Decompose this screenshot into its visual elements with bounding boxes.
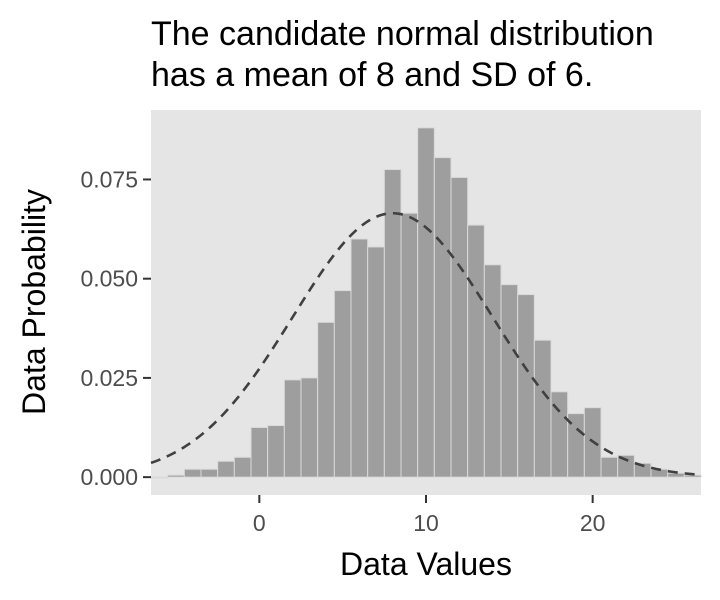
normal-density-curve <box>150 211 702 477</box>
histogram-bar <box>200 468 219 478</box>
histogram-bar <box>533 339 552 478</box>
chart-title-line-2: has a mean of 8 and SD of 6. <box>151 56 593 94</box>
histogram-bar <box>150 476 169 479</box>
y-axis: 0.000 0.025 0.050 0.075 <box>80 166 151 490</box>
histogram-bar <box>383 169 402 478</box>
histogram-bar <box>417 127 435 478</box>
y-tick-label: 0.025 <box>80 365 138 391</box>
x-tick-label: 10 <box>413 510 439 536</box>
histogram-bar <box>317 321 335 478</box>
y-tick-label: 0.000 <box>80 464 138 490</box>
histogram-bar <box>467 224 485 478</box>
histogram-bars <box>150 127 702 479</box>
histogram-bar <box>433 157 452 478</box>
histogram-bar <box>267 425 285 478</box>
y-tick-label: 0.075 <box>80 166 138 192</box>
histogram-bar <box>250 427 269 478</box>
x-axis-title: Data Values <box>340 546 512 582</box>
chart-title: The candidate normal distribution has a … <box>151 15 654 94</box>
x-tick-label: 20 <box>580 510 606 536</box>
histogram-bar <box>233 456 252 478</box>
histogram-bar <box>400 212 419 478</box>
histogram-bar <box>217 460 235 478</box>
histogram-bar <box>333 290 352 478</box>
histogram-bar <box>167 474 185 478</box>
histogram-bar <box>667 472 685 478</box>
chart-title-line-1: The candidate normal distribution <box>151 15 654 53</box>
histogram-bar <box>517 294 535 478</box>
histogram-bar <box>283 379 302 478</box>
histogram-bar <box>300 377 319 478</box>
histogram-bar <box>500 284 519 478</box>
histogram-bar <box>183 468 202 478</box>
histogram-bar <box>600 456 619 478</box>
histogram-bar <box>483 264 502 478</box>
histogram-bar <box>367 246 385 478</box>
y-axis-title: Data Probability <box>16 189 52 415</box>
x-tick-label: 0 <box>253 510 266 536</box>
histogram-bar <box>350 238 369 478</box>
histogram-bar <box>450 176 469 478</box>
x-axis: 0 10 20 <box>253 495 606 536</box>
y-tick-label: 0.050 <box>80 266 138 292</box>
